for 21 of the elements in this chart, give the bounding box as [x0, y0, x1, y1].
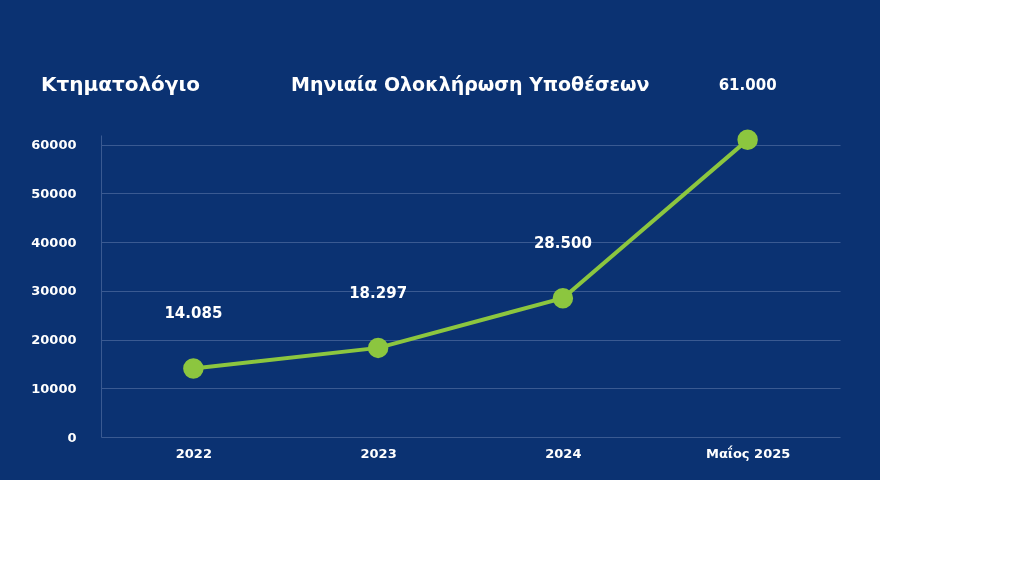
y-tick-label: 10000 — [31, 380, 77, 396]
y-tick-label: 40000 — [31, 234, 77, 250]
point — [737, 129, 758, 151]
text: Κτηματολόγιο — [41, 72, 201, 96]
y-tick-label: 20000 — [31, 332, 77, 348]
point — [183, 358, 204, 379]
point — [552, 287, 574, 309]
data-label: 28.500 — [533, 234, 592, 253]
data-label: 18.297 — [349, 283, 408, 302]
y-tick-label: 50000 — [31, 185, 77, 201]
y-tick-label: 60000 — [31, 137, 77, 153]
x-tick-label: 2022 — [175, 445, 212, 461]
x-tick-label: 2024 — [545, 445, 582, 461]
x-tick-label: Μαΐος 2025 — [705, 444, 791, 461]
x-tick-label: 2023 — [360, 445, 397, 461]
data-label: 14.085 — [164, 304, 223, 323]
y-tick-label: 30000 — [31, 283, 77, 299]
y-tick-label: 0 — [67, 429, 77, 445]
point — [367, 337, 389, 359]
chart-title: Μηνιαία Ολοκλήρωση Υποθέσεων — [291, 73, 650, 95]
data-label: 61.000 — [718, 75, 777, 94]
